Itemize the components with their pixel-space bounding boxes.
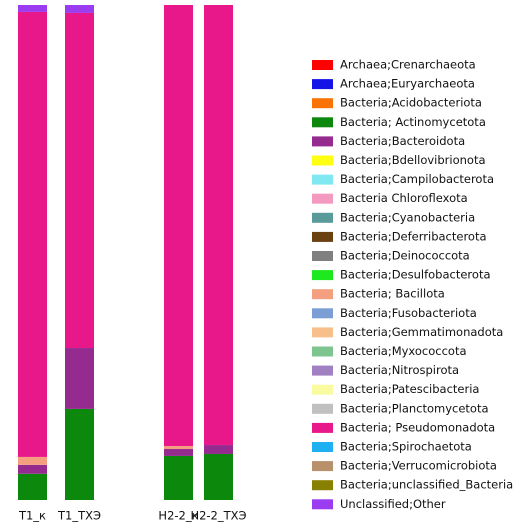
bar-segment xyxy=(164,5,193,447)
bar-segment xyxy=(18,11,47,457)
x-tick-label: H2-2_ТХЭ xyxy=(190,509,246,523)
legend-swatch xyxy=(312,231,333,242)
legend-label: Bacteria; Bacillota xyxy=(340,287,445,301)
legend-swatch xyxy=(312,480,333,491)
legend-swatch xyxy=(312,98,333,109)
bar-segment xyxy=(18,456,47,465)
bar-segment xyxy=(18,464,47,474)
x-tick-label: H2-2_к xyxy=(158,509,198,523)
legend-swatch xyxy=(312,461,333,472)
legend-label: Bacteria; Pseudomonadota xyxy=(340,420,495,434)
legend-label: Bacteria;Planctomycetota xyxy=(340,401,489,415)
legend-label: Bacteria;Desulfobacterota xyxy=(340,268,491,282)
legend-label: Archaea;Euryarchaeota xyxy=(340,77,475,91)
legend-swatch xyxy=(312,174,333,185)
legend-swatch xyxy=(312,60,333,70)
legend-label: Bacteria;Bacteroidota xyxy=(340,134,465,148)
legend-swatch xyxy=(312,155,333,166)
legend-label: Archaea;Crenarchaeota xyxy=(340,58,476,72)
bar-segment xyxy=(204,453,233,500)
legend-swatch xyxy=(312,422,333,433)
bar-segment xyxy=(204,5,233,446)
legend-swatch xyxy=(312,79,333,90)
bar-segment xyxy=(164,449,193,456)
legend-label: Bacteria;Deinococcota xyxy=(340,249,470,263)
legend-swatch xyxy=(312,308,333,319)
legend-swatch xyxy=(312,270,333,281)
bar-segment xyxy=(204,445,233,454)
legend-label: Bacteria;Patescibacteria xyxy=(340,382,479,396)
legend-label: Bacteria;Myxococcota xyxy=(340,344,467,358)
legend-label: Bacteria;Campilobacterota xyxy=(340,172,494,186)
legend-label: Bacteria;Cyanobacteria xyxy=(340,210,475,224)
legend-label: Bacteria;Deferribacterota xyxy=(340,229,487,243)
legend-label: Bacteria;Nitrospirota xyxy=(340,363,459,377)
legend-swatch xyxy=(312,212,333,223)
bar-segment xyxy=(65,5,94,13)
legend-swatch xyxy=(312,442,333,452)
legend-swatch xyxy=(312,289,333,300)
legend-label: Bacteria Chloroflexota xyxy=(340,191,468,205)
legend-label: Bacteria;Acidobacteriota xyxy=(340,96,482,110)
bar-segment xyxy=(65,348,94,409)
legend-swatch xyxy=(312,117,333,128)
x-tick-label: T1_ТХЭ xyxy=(57,509,101,523)
legend-label: Bacteria;Bdellovibrionota xyxy=(340,153,486,167)
legend-label: Bacteria; Actinomycetota xyxy=(340,115,486,129)
x-tick-label: T1_к xyxy=(18,509,46,523)
legend-swatch xyxy=(312,384,333,395)
legend-label: Bacteria;Gemmatimonadota xyxy=(340,325,503,339)
legend-swatch xyxy=(312,365,333,376)
bar-segment xyxy=(18,5,47,12)
legend-swatch xyxy=(312,403,333,414)
legend-label: Bacteria;Spirochaetota xyxy=(340,440,472,454)
legend-label: Bacteria;Verrucomicrobiota xyxy=(340,459,497,473)
legend-swatch xyxy=(312,346,333,357)
bar-segment xyxy=(164,446,193,450)
bar-segment xyxy=(65,408,94,500)
legend-label: Unclassified;Other xyxy=(340,497,446,511)
bar-segment xyxy=(164,455,193,500)
legend-label: Bacteria;unclassified_Bacteria xyxy=(340,478,513,492)
bar-segment xyxy=(18,473,47,500)
legend-swatch xyxy=(312,193,333,204)
bar-segment xyxy=(65,12,94,349)
legend-swatch xyxy=(312,327,333,338)
legend-swatch xyxy=(312,251,333,261)
legend-swatch xyxy=(312,136,333,147)
legend-label: Bacteria;Fusobacteriota xyxy=(340,306,477,320)
legend-swatch xyxy=(312,499,333,510)
